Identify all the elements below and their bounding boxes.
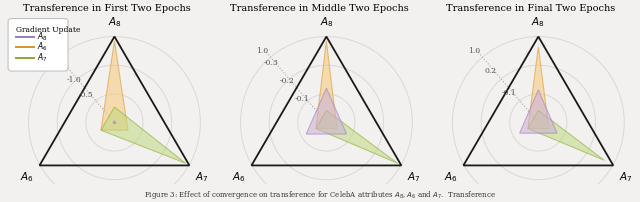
Text: -0.5: -0.5 [79, 91, 94, 99]
Text: Gradient Update: Gradient Update [15, 26, 80, 34]
Polygon shape [528, 47, 549, 128]
Text: $A_8$: $A_8$ [531, 15, 545, 29]
Polygon shape [528, 110, 604, 160]
Text: $A_6$: $A_6$ [444, 170, 458, 184]
Text: $A_7$: $A_7$ [620, 170, 633, 184]
Title: Transference in Final Two Epochs: Transference in Final Two Epochs [446, 4, 616, 13]
Text: 1.0: 1.0 [256, 47, 268, 55]
Polygon shape [316, 41, 337, 128]
Polygon shape [316, 110, 397, 163]
Text: 1.0: 1.0 [468, 47, 480, 55]
Text: -0.1: -0.1 [502, 89, 516, 97]
Title: Transference in First Two Epochs: Transference in First Two Epochs [23, 4, 191, 13]
Text: $A_8$: $A_8$ [108, 15, 122, 29]
Text: Figure 3: Effect of convergence on transference for CelebA attributes $A_8$, $A_: Figure 3: Effect of convergence on trans… [144, 189, 496, 201]
Polygon shape [520, 90, 557, 133]
Title: Transference in Middle Two Epochs: Transference in Middle Two Epochs [230, 4, 408, 13]
Text: $A_6$: $A_6$ [36, 41, 47, 53]
Text: -0.2: -0.2 [279, 77, 294, 85]
Text: $A_7$: $A_7$ [407, 170, 421, 184]
Text: $A_8$: $A_8$ [319, 15, 333, 29]
Text: 0.2: 0.2 [485, 66, 497, 75]
Text: 1.0: 1.0 [44, 47, 56, 55]
Text: $A_8$: $A_8$ [36, 30, 47, 43]
Polygon shape [101, 107, 186, 163]
Text: -0.1: -0.1 [294, 95, 309, 103]
Text: $A_6$: $A_6$ [20, 170, 33, 184]
Text: -1.0: -1.0 [67, 76, 81, 84]
Polygon shape [113, 121, 116, 123]
Polygon shape [306, 88, 347, 134]
Polygon shape [101, 41, 128, 130]
Text: -0.3: -0.3 [264, 59, 279, 67]
Text: $A_6$: $A_6$ [232, 170, 246, 184]
Text: $A_7$: $A_7$ [36, 51, 47, 64]
FancyBboxPatch shape [8, 19, 68, 71]
Text: $A_7$: $A_7$ [195, 170, 209, 184]
Text: -1.5: -1.5 [54, 62, 69, 70]
